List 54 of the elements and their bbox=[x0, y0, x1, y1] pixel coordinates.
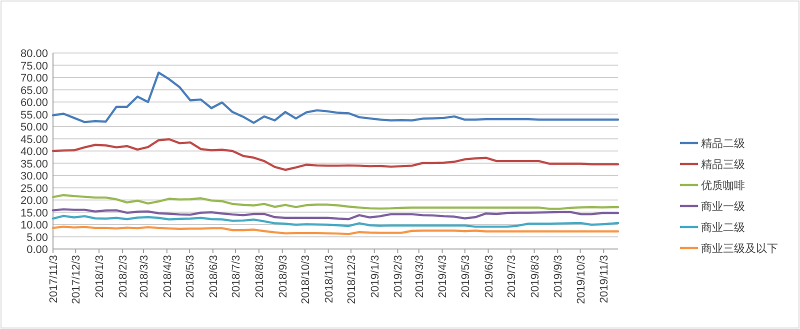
x-tick-label: 2019/9/3 bbox=[552, 255, 565, 298]
x-tick-label: 2018/2/3 bbox=[117, 255, 130, 298]
y-tick-label: 75.00 bbox=[20, 60, 48, 72]
legend-label: 精品二级 bbox=[701, 138, 745, 150]
x-tick-label: 2019/6/3 bbox=[483, 255, 496, 298]
line-series bbox=[52, 208, 620, 220]
x-tick-label: 2018/3/3 bbox=[138, 255, 151, 298]
y-tick-label: 65.00 bbox=[20, 84, 48, 97]
x-tick-label: 2019/7/3 bbox=[506, 255, 518, 298]
x-tick-label: 2018/12/3 bbox=[346, 255, 358, 304]
y-tick-label: 35.00 bbox=[20, 158, 48, 170]
x-tick-label: 2019/5/3 bbox=[460, 255, 472, 298]
legend-label: 商业三级及以下 bbox=[701, 242, 778, 255]
x-tick-label: 2018/1/3 bbox=[94, 255, 106, 298]
x-tick-label: 2019/4/3 bbox=[437, 255, 450, 298]
y-tick-label: 15.00 bbox=[20, 207, 48, 220]
x-tick-label: 2018/7/3 bbox=[230, 255, 243, 298]
y-tick-label: 30.00 bbox=[20, 170, 48, 182]
x-tick-label: 2018/4/3 bbox=[162, 255, 174, 298]
y-tick-label: 70.00 bbox=[20, 72, 48, 84]
y-tick-label: 20.00 bbox=[20, 195, 48, 207]
x-tick-label: 2018/6/3 bbox=[208, 255, 220, 298]
x-tick-label: 2019/3/3 bbox=[414, 255, 426, 298]
line-series bbox=[52, 194, 620, 210]
x-tick-label: 2017/12/3 bbox=[70, 255, 83, 304]
line-series bbox=[52, 214, 620, 228]
legend-label: 精品三级 bbox=[701, 159, 745, 171]
y-tick-label: 60.00 bbox=[20, 97, 48, 109]
legend-label: 商业一级 bbox=[701, 200, 745, 213]
y-tick-label: 0.00 bbox=[26, 244, 48, 256]
x-tick-label: 2019/10/3 bbox=[575, 255, 588, 304]
y-tick-label: 80.00 bbox=[20, 48, 48, 60]
y-tick-label: 10.00 bbox=[20, 220, 48, 232]
legend-label: 优质咖啡 bbox=[701, 179, 745, 192]
x-tick-label: 2018/8/3 bbox=[254, 255, 266, 298]
x-tick-label: 2017/11/3 bbox=[48, 255, 60, 304]
x-tick-label: 2019/8/3 bbox=[529, 255, 542, 298]
y-tick-label: 45.00 bbox=[20, 134, 48, 146]
x-tick-label: 2018/5/3 bbox=[184, 255, 197, 298]
legend-label: 商业二级 bbox=[701, 221, 745, 234]
x-tick-label: 2018/10/3 bbox=[300, 255, 312, 304]
y-tick-label: 50.00 bbox=[20, 122, 48, 134]
x-tick-label: 2019/11/3 bbox=[598, 255, 611, 304]
line-series bbox=[52, 138, 620, 171]
line-series bbox=[52, 72, 620, 124]
y-tick-label: 55.00 bbox=[20, 109, 48, 122]
line-series bbox=[52, 226, 620, 236]
x-tick-label: 2019/2/3 bbox=[392, 255, 405, 298]
x-tick-label: 2019/1/3 bbox=[369, 255, 382, 298]
y-tick-label: 25.00 bbox=[20, 182, 48, 195]
x-tick-label: 2018/9/3 bbox=[277, 255, 290, 298]
y-tick-label: 40.00 bbox=[20, 146, 48, 158]
x-tick-label: 2018/11/3 bbox=[323, 255, 336, 304]
y-tick-label: 5.00 bbox=[26, 232, 48, 244]
